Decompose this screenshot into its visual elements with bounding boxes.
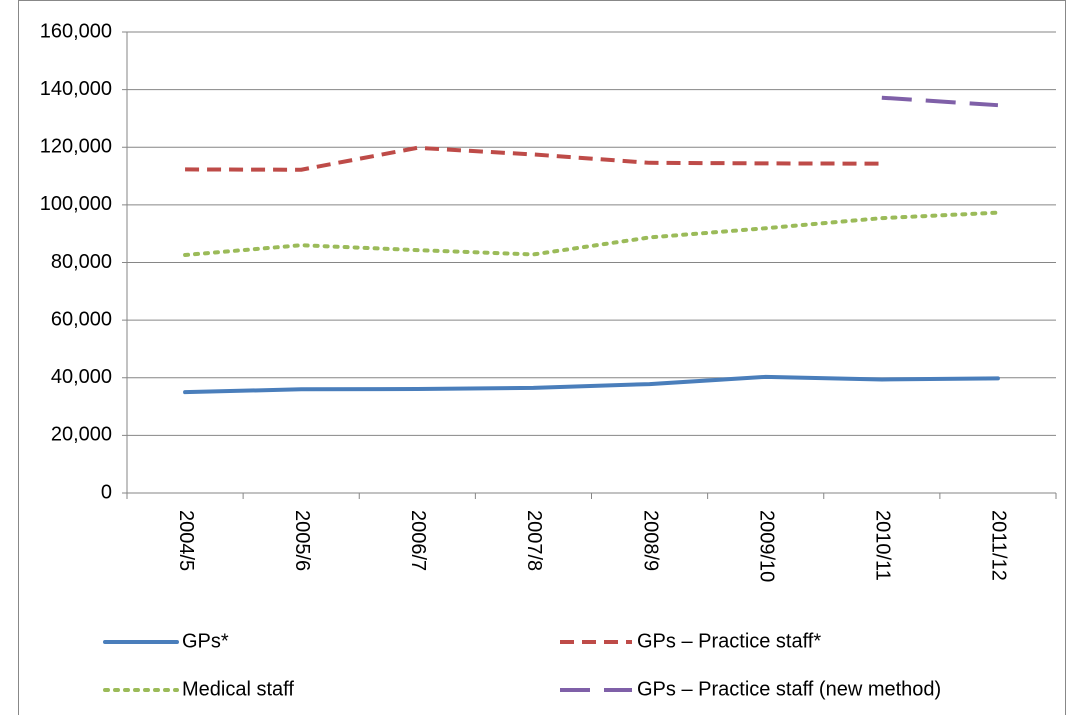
legend-label: GPs – Practice staff (new method)	[637, 678, 941, 700]
x-tick-label: 2007/8	[523, 510, 545, 571]
y-tick-label: 100,000	[40, 193, 112, 215]
chart-frame	[18, 0, 1066, 715]
x-tick-label: 2011/12	[988, 510, 1010, 581]
legend-label: Medical staff	[182, 678, 294, 700]
x-tick-label: 2009/10	[755, 510, 777, 582]
x-tick-label: 2006/7	[407, 510, 429, 571]
y-tick-label: 40,000	[51, 366, 112, 388]
y-tick-label: 80,000	[51, 251, 112, 273]
y-tick-label: 60,000	[51, 308, 112, 330]
y-tick-label: 140,000	[40, 78, 112, 100]
y-tick-label: 120,000	[40, 136, 112, 158]
y-tick-label: 20,000	[51, 424, 112, 446]
y-tick-label: 160,000	[40, 20, 112, 42]
series-line	[881, 95, 999, 108]
x-tick-label: 2008/9	[639, 510, 661, 571]
y-tick-label: 0	[101, 481, 112, 503]
series-line	[183, 210, 1000, 258]
legend-label: GPs – Practice staff*	[637, 630, 821, 652]
series-line	[183, 374, 1000, 395]
x-tick-label: 2004/5	[175, 510, 197, 571]
legend-label: GPs*	[182, 630, 229, 652]
x-tick-label: 2005/6	[291, 510, 313, 571]
series-line	[185, 145, 882, 172]
x-tick-label: 2010/11	[872, 510, 894, 581]
